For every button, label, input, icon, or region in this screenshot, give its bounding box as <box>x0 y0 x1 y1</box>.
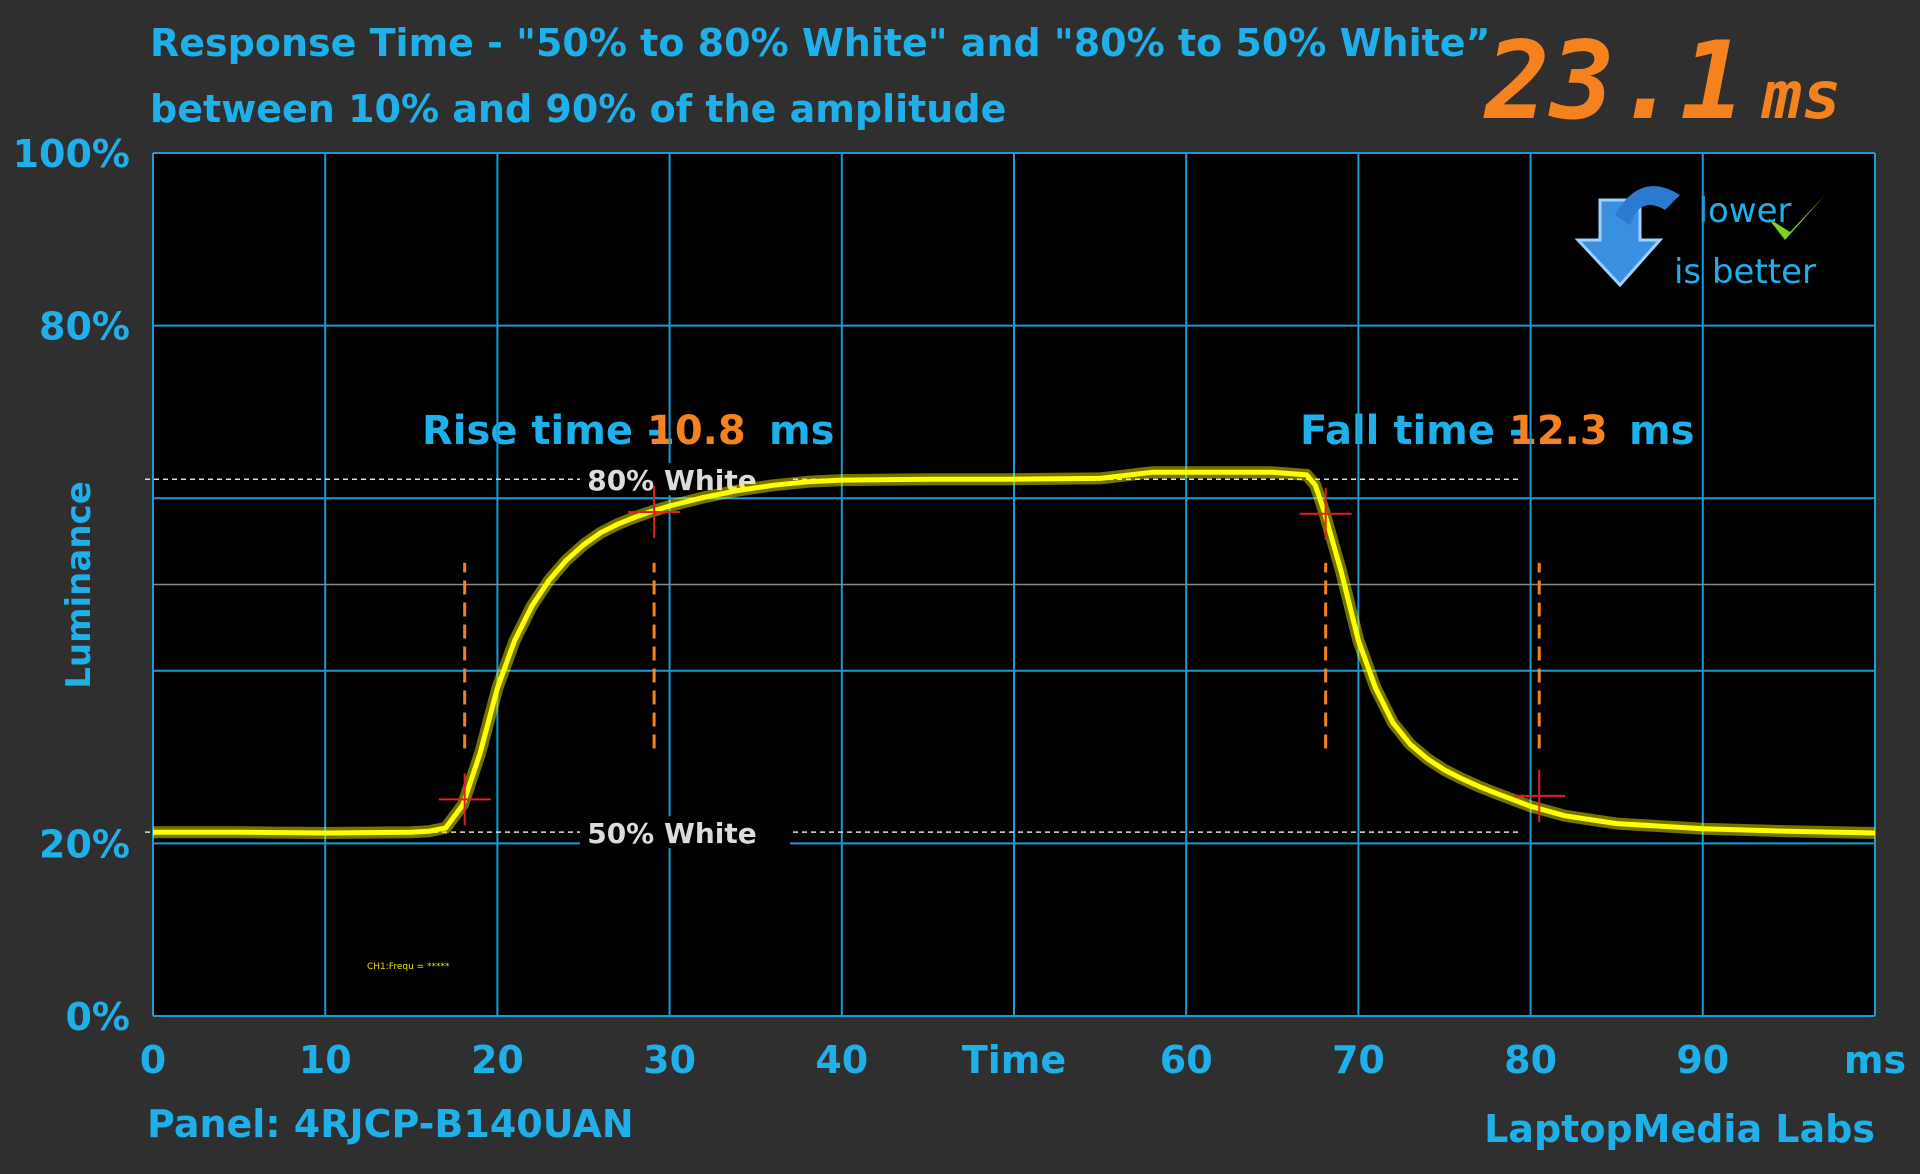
y-tick-label: 20% <box>39 822 130 866</box>
rise-label: Rise time - <box>422 408 664 454</box>
x-tick-label: 40 <box>815 1038 868 1082</box>
chart-title: Response Time - "50% to 80% White" and "… <box>150 21 1491 65</box>
hint-icon <box>1574 186 1825 288</box>
rise-value: 10.8 <box>647 408 746 454</box>
y-tick-label: 100% <box>13 132 130 176</box>
x-tick-label: 90 <box>1676 1038 1729 1082</box>
x-tick-label: 0 <box>140 1038 166 1082</box>
hint-line: is better <box>1674 252 1816 292</box>
fall-label: Fall time - <box>1300 408 1526 454</box>
x-tick-label: 10 <box>299 1038 352 1082</box>
panel-label: Panel: 4RJCP-B140UAN <box>147 1102 634 1146</box>
y-tick-label: 80% <box>39 305 130 349</box>
x-tick-label: 20 <box>471 1038 524 1082</box>
check-icon <box>1768 195 1825 240</box>
result-unit: ms <box>1760 57 1841 134</box>
x-tick-label: 70 <box>1332 1038 1385 1082</box>
rise-unit: ms <box>769 408 835 454</box>
fall-unit: ms <box>1629 408 1695 454</box>
y-axis-label: Luminance <box>59 481 99 689</box>
reference-label: 50% White <box>587 817 757 850</box>
y-tick-label: 0% <box>65 995 130 1039</box>
x-tick-label: ms <box>1844 1038 1906 1082</box>
signal-line <box>153 469 1876 836</box>
x-tick-label: 80 <box>1504 1038 1557 1082</box>
hint-line: lower <box>1699 191 1792 231</box>
channel-note: CH1:Frequ = ***** <box>367 962 450 972</box>
arrow-curl <box>1615 186 1680 225</box>
label-backing <box>580 816 790 849</box>
chart-subtitle: between 10% and 90% of the amplitude <box>150 87 1006 131</box>
x-tick-label: 30 <box>643 1038 696 1082</box>
result-value: 23.1 <box>1483 19 1745 144</box>
x-tick-label: Time <box>962 1038 1066 1082</box>
x-tick-label: 60 <box>1160 1038 1213 1082</box>
source-label: LaptopMedia Labs <box>1484 1107 1875 1151</box>
fall-value: 12.3 <box>1509 408 1608 454</box>
